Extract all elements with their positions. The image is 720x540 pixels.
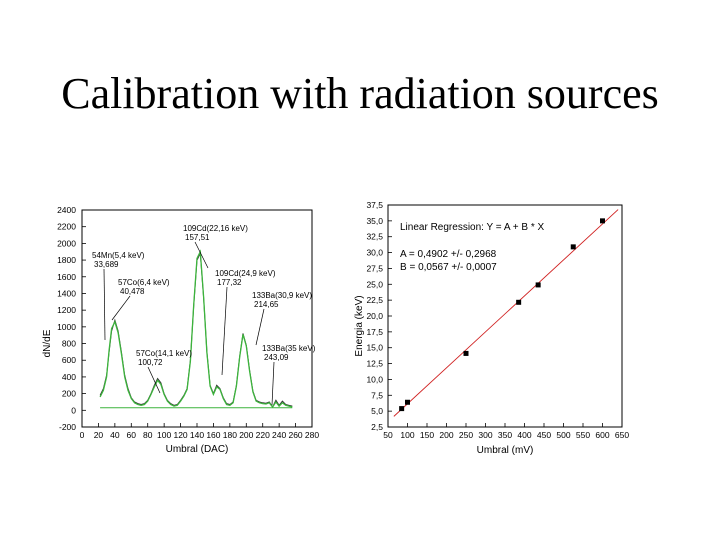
y-tick-label: 2400 (57, 205, 76, 215)
regression-legend-line: B = 0,0567 +/- 0,0007 (400, 262, 497, 273)
y-tick-label: 1400 (57, 288, 76, 298)
y-tick-label: 600 (62, 355, 76, 365)
x-tick-label: 100 (400, 430, 414, 440)
peak-arrow (255, 308, 265, 346)
x-tick-label: 40 (110, 430, 120, 440)
peak-annotation-value: 243,09 (264, 353, 289, 362)
y-tick-label: 2,5 (371, 422, 383, 432)
peak-annotation-value: 177,32 (217, 278, 242, 287)
peak-annotation-label: 133Ba(30,9 keV) (252, 291, 312, 300)
x-axis-title: Umbral (mV) (477, 445, 534, 456)
peak-annotation-label: 57Co(6,4 keV) (118, 278, 170, 287)
peak-arrow (103, 268, 106, 341)
y-tick-label: 27,5 (366, 263, 383, 273)
x-tick-label: 500 (556, 430, 570, 440)
x-tick-label: 550 (576, 430, 590, 440)
y-tick-label: 1800 (57, 255, 76, 265)
y-tick-label: 0 (71, 405, 76, 415)
y-axis-title: Energia (keV) (354, 295, 365, 356)
y-tick-label: 1600 (57, 272, 76, 282)
y-tick-label: 1000 (57, 322, 76, 332)
peak-annotation-label: 109Cd(22,16 keV) (183, 224, 248, 233)
y-tick-label: 10,0 (366, 374, 383, 384)
regression-legend-title: Linear Regression: Y = A + B * X (400, 222, 545, 233)
x-axis-title: Umbral (DAC) (166, 444, 229, 455)
x-tick-label: 140 (190, 430, 204, 440)
y-tick-label: 400 (62, 372, 76, 382)
peak-arrow (221, 286, 228, 376)
x-tick-label: 400 (517, 430, 531, 440)
y-tick-label: 37,5 (366, 200, 383, 210)
regression-legend-line: A = 0,4902 +/- 0,2968 (400, 249, 497, 260)
x-tick-label: 160 (206, 430, 220, 440)
x-tick-label: 240 (272, 430, 286, 440)
y-axis-title: dN/dE (42, 329, 53, 357)
y-tick-label: 22,5 (366, 295, 383, 305)
x-tick-label: 200 (239, 430, 253, 440)
x-tick-label: 0 (80, 430, 85, 440)
y-tick-label: 15,0 (366, 343, 383, 353)
x-tick-label: 450 (537, 430, 551, 440)
x-tick-label: 180 (223, 430, 237, 440)
peak-annotation-label: 133Ba(35 keV) (262, 344, 316, 353)
y-tick-label: 20,0 (366, 311, 383, 321)
y-tick-label: -200 (59, 422, 76, 432)
x-tick-label: 250 (459, 430, 473, 440)
y-tick-label: 32,5 (366, 232, 383, 242)
x-tick-label: 350 (498, 430, 512, 440)
x-tick-label: 220 (256, 430, 270, 440)
peak-annotation-value: 214,65 (254, 300, 279, 309)
peak-annotation-label: 57Co(14,1 keV) (136, 349, 192, 358)
peak-arrow (147, 366, 161, 394)
data-point (535, 282, 541, 288)
y-tick-label: 2000 (57, 238, 76, 248)
peak-annotation-value: 157,51 (185, 233, 210, 242)
data-point (399, 406, 405, 412)
y-tick-label: 2200 (57, 222, 76, 232)
data-point (516, 299, 522, 305)
y-tick-label: 12,5 (366, 359, 383, 369)
x-tick-label: 600 (595, 430, 609, 440)
peak-arrow (271, 361, 275, 406)
x-tick-label: 260 (288, 430, 302, 440)
peak-annotation-label: 54Mn(5,4 keV) (92, 251, 145, 260)
y-tick-label: 200 (62, 389, 76, 399)
slide-title: Calibration with radiation sources (61, 69, 659, 118)
y-tick-label: 35,0 (366, 216, 383, 226)
peak-annotation-value: 33,689 (94, 260, 119, 269)
peak-annotation-label: 109Cd(24,9 keV) (215, 269, 276, 278)
y-tick-label: 1200 (57, 305, 76, 315)
x-tick-label: 20 (94, 430, 104, 440)
data-point (600, 218, 605, 224)
x-tick-label: 150 (420, 430, 434, 440)
data-point (405, 399, 410, 405)
y-tick-label: 800 (62, 339, 76, 349)
x-tick-label: 650 (615, 430, 629, 440)
x-tick-label: 100 (157, 430, 171, 440)
peak-arrow (194, 241, 209, 269)
data-point (570, 244, 576, 250)
peak-annotation-value: 40,478 (120, 287, 145, 296)
x-tick-label: 300 (478, 430, 492, 440)
data-point (463, 350, 469, 356)
y-tick-label: 5,0 (371, 406, 383, 416)
x-tick-label: 120 (173, 430, 187, 440)
x-tick-label: 50 (383, 430, 393, 440)
y-tick-label: 30,0 (366, 248, 383, 258)
spectrum-line-2 (99, 249, 293, 409)
y-tick-label: 17,5 (366, 327, 383, 337)
regression-line (393, 209, 619, 417)
x-tick-label: 280 (305, 430, 319, 440)
peak-arrow (111, 295, 131, 321)
y-tick-label: 25,0 (366, 279, 383, 289)
y-tick-label: 7,5 (371, 390, 383, 400)
x-tick-label: 200 (439, 430, 453, 440)
x-tick-label: 80 (143, 430, 153, 440)
peak-annotation-value: 100,72 (138, 358, 163, 367)
x-tick-label: 60 (127, 430, 137, 440)
